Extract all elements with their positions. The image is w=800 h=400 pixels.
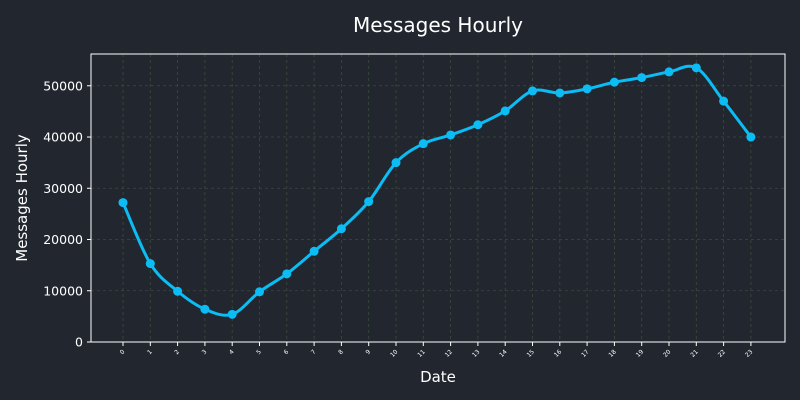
y-tick-label: 20000 [43, 232, 83, 247]
data-point [719, 96, 729, 106]
data-point [282, 269, 292, 279]
y-tick-label: 40000 [43, 130, 83, 145]
y-tick-label: 30000 [43, 181, 83, 196]
x-axis-label: Date [420, 368, 456, 386]
x-tick-label: 19 [635, 348, 645, 358]
x-tick-label: 1 [146, 348, 154, 356]
x-tick-label: 3 [201, 348, 209, 356]
x-tick-label: 5 [255, 348, 263, 356]
x-tick-label: 10 [389, 348, 399, 358]
x-tick-label: 8 [337, 348, 345, 356]
y-axis-label: Messages Hourly [13, 134, 31, 262]
data-point [609, 77, 619, 87]
data-point [309, 246, 319, 256]
x-axis-ticks: 0 1 2 3 4 5 6 7 8 9 10 11 12 13 14 15 16 17 18 19 20 21 22 23 [119, 342, 754, 359]
data-point [582, 84, 592, 94]
x-tick-label: 9 [364, 348, 372, 356]
data-point [555, 88, 565, 98]
x-tick-label: 0 [119, 348, 127, 356]
data-point [255, 287, 264, 297]
x-tick-label: 21 [689, 348, 699, 358]
plot-frame [90, 53, 786, 343]
data-point [364, 197, 374, 207]
data-point [500, 106, 510, 116]
x-tick-label: 17 [580, 348, 590, 358]
x-tick-label: 22 [717, 348, 727, 358]
x-tick-label: 4 [228, 348, 236, 356]
y-tick-label: 0 [75, 335, 83, 350]
x-tick-label: 6 [283, 348, 291, 356]
data-point [691, 63, 701, 73]
data-point [528, 86, 537, 96]
data-point [637, 73, 647, 83]
x-tick-label: 16 [553, 348, 563, 358]
data-point [446, 130, 456, 140]
data-point [173, 286, 183, 296]
x-tick-label: 12 [444, 348, 454, 358]
x-tick-label: 18 [607, 348, 617, 358]
data-point [664, 67, 674, 77]
data-point [118, 198, 128, 208]
data-point [145, 259, 155, 269]
series-layer [118, 63, 756, 319]
x-tick-label: 2 [173, 348, 181, 356]
x-tick-label: 23 [744, 348, 754, 358]
data-point [336, 224, 346, 234]
x-tick-label: 13 [471, 348, 481, 358]
grid-lines [91, 54, 785, 343]
x-tick-label: 11 [416, 348, 426, 358]
x-tick-label: 15 [526, 348, 536, 358]
x-tick-label: 14 [498, 348, 508, 358]
data-point [227, 309, 237, 319]
data-point [391, 158, 401, 168]
data-point [473, 120, 483, 130]
x-tick-label: 20 [662, 348, 672, 358]
chart-title: Messages Hourly [353, 13, 523, 37]
data-point [200, 304, 210, 314]
data-point [746, 132, 756, 142]
data-point [418, 139, 428, 149]
y-tick-label: 10000 [43, 283, 83, 298]
y-axis-ticks: 0 10000 20000 30000 40000 50000 [43, 78, 91, 350]
x-tick-label: 7 [310, 348, 318, 356]
y-tick-label: 50000 [43, 78, 83, 93]
